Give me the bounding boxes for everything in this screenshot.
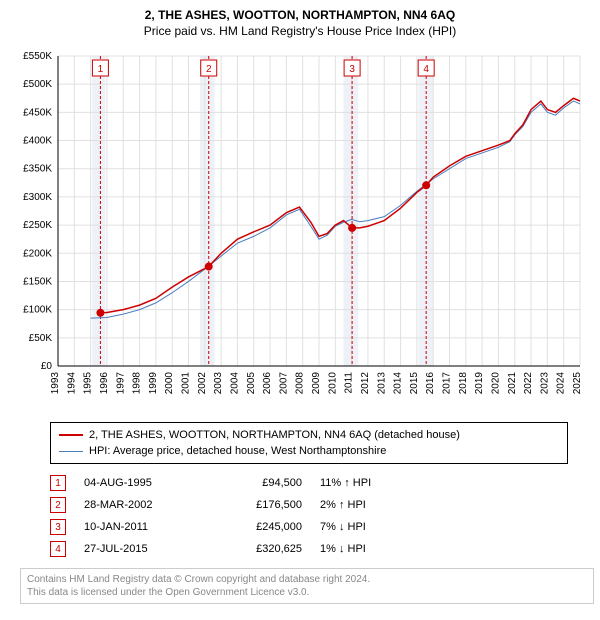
svg-text:2012: 2012 [360,372,371,395]
transaction-date: 28-MAR-2002 [84,499,194,511]
chart-area: £0 £50K £100K £150K £200K £250K £300K £350K £400… [10,46,590,416]
svg-text:2020: 2020 [490,372,501,395]
svg-text:1998: 1998 [132,372,143,395]
transaction-diff: 7% ↓ HPI [320,521,410,533]
svg-text:£150K: £150K [23,276,52,287]
transaction-price: £245,000 [212,521,302,533]
svg-text:2000: 2000 [164,372,175,395]
svg-text:2009: 2009 [311,372,322,395]
legend-item: HPI: Average price, detached house, West… [59,443,559,459]
svg-text:£550K: £550K [23,51,52,62]
svg-text:2: 2 [206,64,212,75]
svg-text:£400K: £400K [23,136,52,147]
svg-text:2021: 2021 [507,372,518,395]
legend-swatch [59,434,83,436]
svg-text:4: 4 [423,64,429,75]
transactions-table: 1 04-AUG-1995 £94,500 11% ↑ HPI 2 28-MAR-2002… [50,472,590,560]
chart-title: 2, THE ASHES, WOOTTON, NORTHAMPTON, NN4 … [10,8,590,22]
svg-text:2003: 2003 [213,372,224,395]
transaction-price: £320,625 [212,543,302,555]
svg-text:2002: 2002 [197,372,208,395]
svg-text:2024: 2024 [556,372,567,395]
transaction-row: 3 10-JAN-2011 £245,000 7% ↓ HPI [50,516,590,538]
svg-text:1993: 1993 [50,372,61,395]
svg-text:2008: 2008 [295,372,306,395]
svg-text:£300K: £300K [23,192,52,203]
legend-swatch [59,451,83,452]
svg-text:2022: 2022 [523,372,534,395]
svg-text:2015: 2015 [409,372,420,395]
chart-subtitle: Price paid vs. HM Land Registry's House … [10,24,590,38]
transaction-date: 27-JUL-2015 [84,543,194,555]
line-chart: £0 £50K £100K £150K £200K £250K £300K £350K £400… [10,46,590,416]
transaction-marker: 3 [50,519,66,535]
svg-text:£350K: £350K [23,164,52,175]
legend: 2, THE ASHES, WOOTTON, NORTHAMPTON, NN4 … [50,422,568,464]
legend-item: 2, THE ASHES, WOOTTON, NORTHAMPTON, NN4 … [59,427,559,443]
svg-text:2019: 2019 [474,372,485,395]
svg-text:2018: 2018 [458,372,469,395]
svg-text:2017: 2017 [442,372,453,395]
transaction-date: 10-JAN-2011 [84,521,194,533]
svg-text:3: 3 [349,64,355,75]
svg-text:£50K: £50K [29,333,53,344]
transaction-marker: 1 [50,475,66,491]
transaction-price: £176,500 [212,499,302,511]
svg-text:2001: 2001 [181,372,192,395]
svg-text:£200K: £200K [23,248,52,259]
svg-text:2023: 2023 [539,372,550,395]
svg-text:1996: 1996 [99,372,110,395]
svg-text:2016: 2016 [425,372,436,395]
transaction-row: 2 28-MAR-2002 £176,500 2% ↑ HPI [50,494,590,516]
legend-label: HPI: Average price, detached house, West… [89,443,386,459]
svg-text:2013: 2013 [376,372,387,395]
svg-text:2025: 2025 [572,372,583,395]
transaction-marker: 2 [50,497,66,513]
svg-text:£100K: £100K [23,305,52,316]
svg-text:£450K: £450K [23,107,52,118]
footer-line-1: Contains HM Land Registry data © Crown c… [27,573,587,586]
transaction-date: 04-AUG-1995 [84,477,194,489]
svg-text:2004: 2004 [229,372,240,395]
svg-text:1: 1 [98,64,104,75]
svg-text:£250K: £250K [23,220,52,231]
transaction-marker: 4 [50,541,66,557]
transaction-diff: 11% ↑ HPI [320,477,410,489]
svg-text:1994: 1994 [66,372,77,395]
legend-label: 2, THE ASHES, WOOTTON, NORTHAMPTON, NN4 … [89,427,460,443]
svg-text:2007: 2007 [278,372,289,395]
svg-text:1997: 1997 [115,372,126,395]
svg-text:2005: 2005 [246,372,257,395]
transaction-diff: 1% ↓ HPI [320,543,410,555]
transaction-row: 4 27-JUL-2015 £320,625 1% ↓ HPI [50,538,590,560]
svg-text:2014: 2014 [393,372,404,395]
chart-container: 2, THE ASHES, WOOTTON, NORTHAMPTON, NN4 … [0,0,600,608]
svg-text:£0: £0 [41,361,53,372]
svg-text:£500K: £500K [23,79,52,90]
transaction-diff: 2% ↑ HPI [320,499,410,511]
svg-text:2010: 2010 [327,372,338,395]
footer-attribution: Contains HM Land Registry data © Crown c… [20,568,594,604]
svg-text:1995: 1995 [83,372,94,395]
footer-line-2: This data is licensed under the Open Gov… [27,586,587,599]
svg-text:1999: 1999 [148,372,159,395]
svg-text:2011: 2011 [344,372,355,394]
transaction-row: 1 04-AUG-1995 £94,500 11% ↑ HPI [50,472,590,494]
transaction-price: £94,500 [212,477,302,489]
svg-text:2006: 2006 [262,372,273,395]
